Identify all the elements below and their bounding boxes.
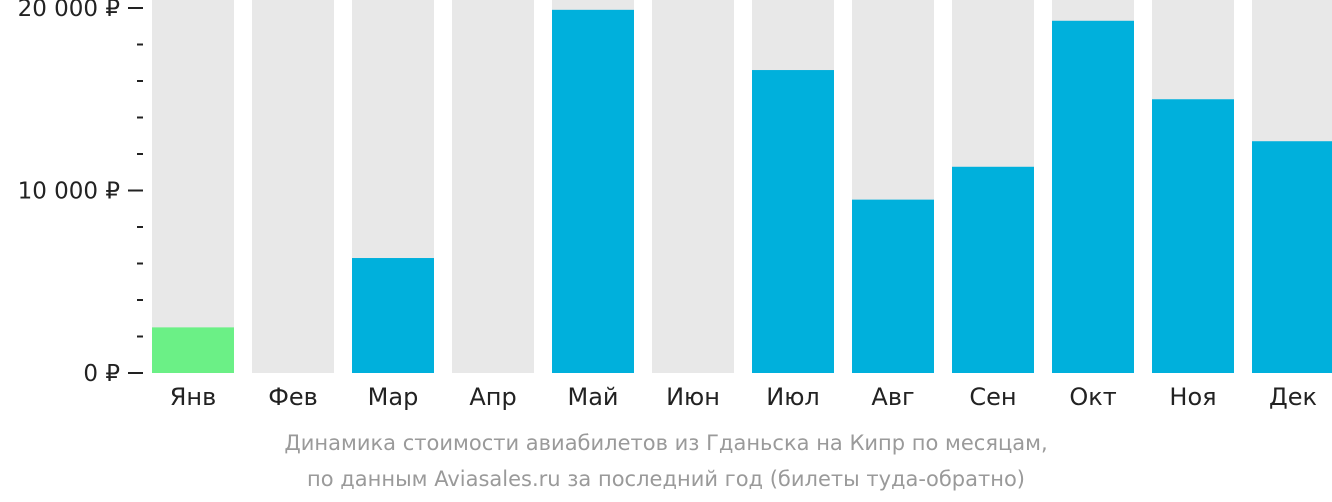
x-tick-label: Ноя bbox=[1169, 383, 1216, 411]
bar-chart: 0 ₽ 10 000 ₽ 20 000 ₽ Янв Фев Мар Апр Май Июн Ию… bbox=[18, 0, 1332, 411]
bar-Ноя[interactable] bbox=[1152, 99, 1234, 373]
x-tick-label: Сен bbox=[969, 383, 1016, 411]
x-tick-label: Фев bbox=[268, 383, 318, 411]
background-column bbox=[652, 0, 734, 373]
y-tick-label: 0 ₽ bbox=[83, 361, 120, 387]
y-tick-label: 10 000 ₽ bbox=[18, 179, 120, 205]
x-tick-label: Дек bbox=[1269, 383, 1317, 411]
chart-caption-line-2: по данным Aviasales.ru за последний год … bbox=[307, 467, 1025, 491]
background-column bbox=[152, 0, 234, 373]
chart-caption-line-1: Динамика стоимости авиабилетов из Гданьс… bbox=[284, 431, 1048, 455]
x-axis-labels: Янв Фев Мар Апр Май Июн Июл Авг Сен Окт Ноя Дек bbox=[170, 383, 1317, 411]
x-tick-label: Июн bbox=[666, 383, 720, 411]
bar-Июл[interactable] bbox=[752, 70, 834, 374]
y-axis: 0 ₽ 10 000 ₽ 20 000 ₽ bbox=[18, 0, 143, 387]
bar-Окт[interactable] bbox=[1052, 20, 1134, 374]
y-tick-label: 20 000 ₽ bbox=[18, 0, 120, 22]
data-bars bbox=[152, 9, 1332, 374]
bar-Авг[interactable] bbox=[852, 199, 934, 373]
background-column bbox=[252, 0, 334, 373]
x-tick-label: Апр bbox=[469, 383, 516, 411]
bar-Янв[interactable] bbox=[152, 327, 234, 373]
background-column bbox=[452, 0, 534, 373]
x-tick-label: Окт bbox=[1069, 383, 1116, 411]
x-tick-label: Мар bbox=[368, 383, 419, 411]
bar-Сен[interactable] bbox=[952, 166, 1034, 373]
x-tick-label: Июл bbox=[766, 383, 820, 411]
bar-Мар[interactable] bbox=[352, 258, 434, 373]
bar-Дек[interactable] bbox=[1252, 141, 1332, 373]
x-tick-label: Авг bbox=[871, 383, 914, 411]
x-tick-label: Янв bbox=[170, 383, 217, 411]
bar-Май[interactable] bbox=[552, 9, 634, 373]
x-tick-label: Май bbox=[567, 383, 618, 411]
